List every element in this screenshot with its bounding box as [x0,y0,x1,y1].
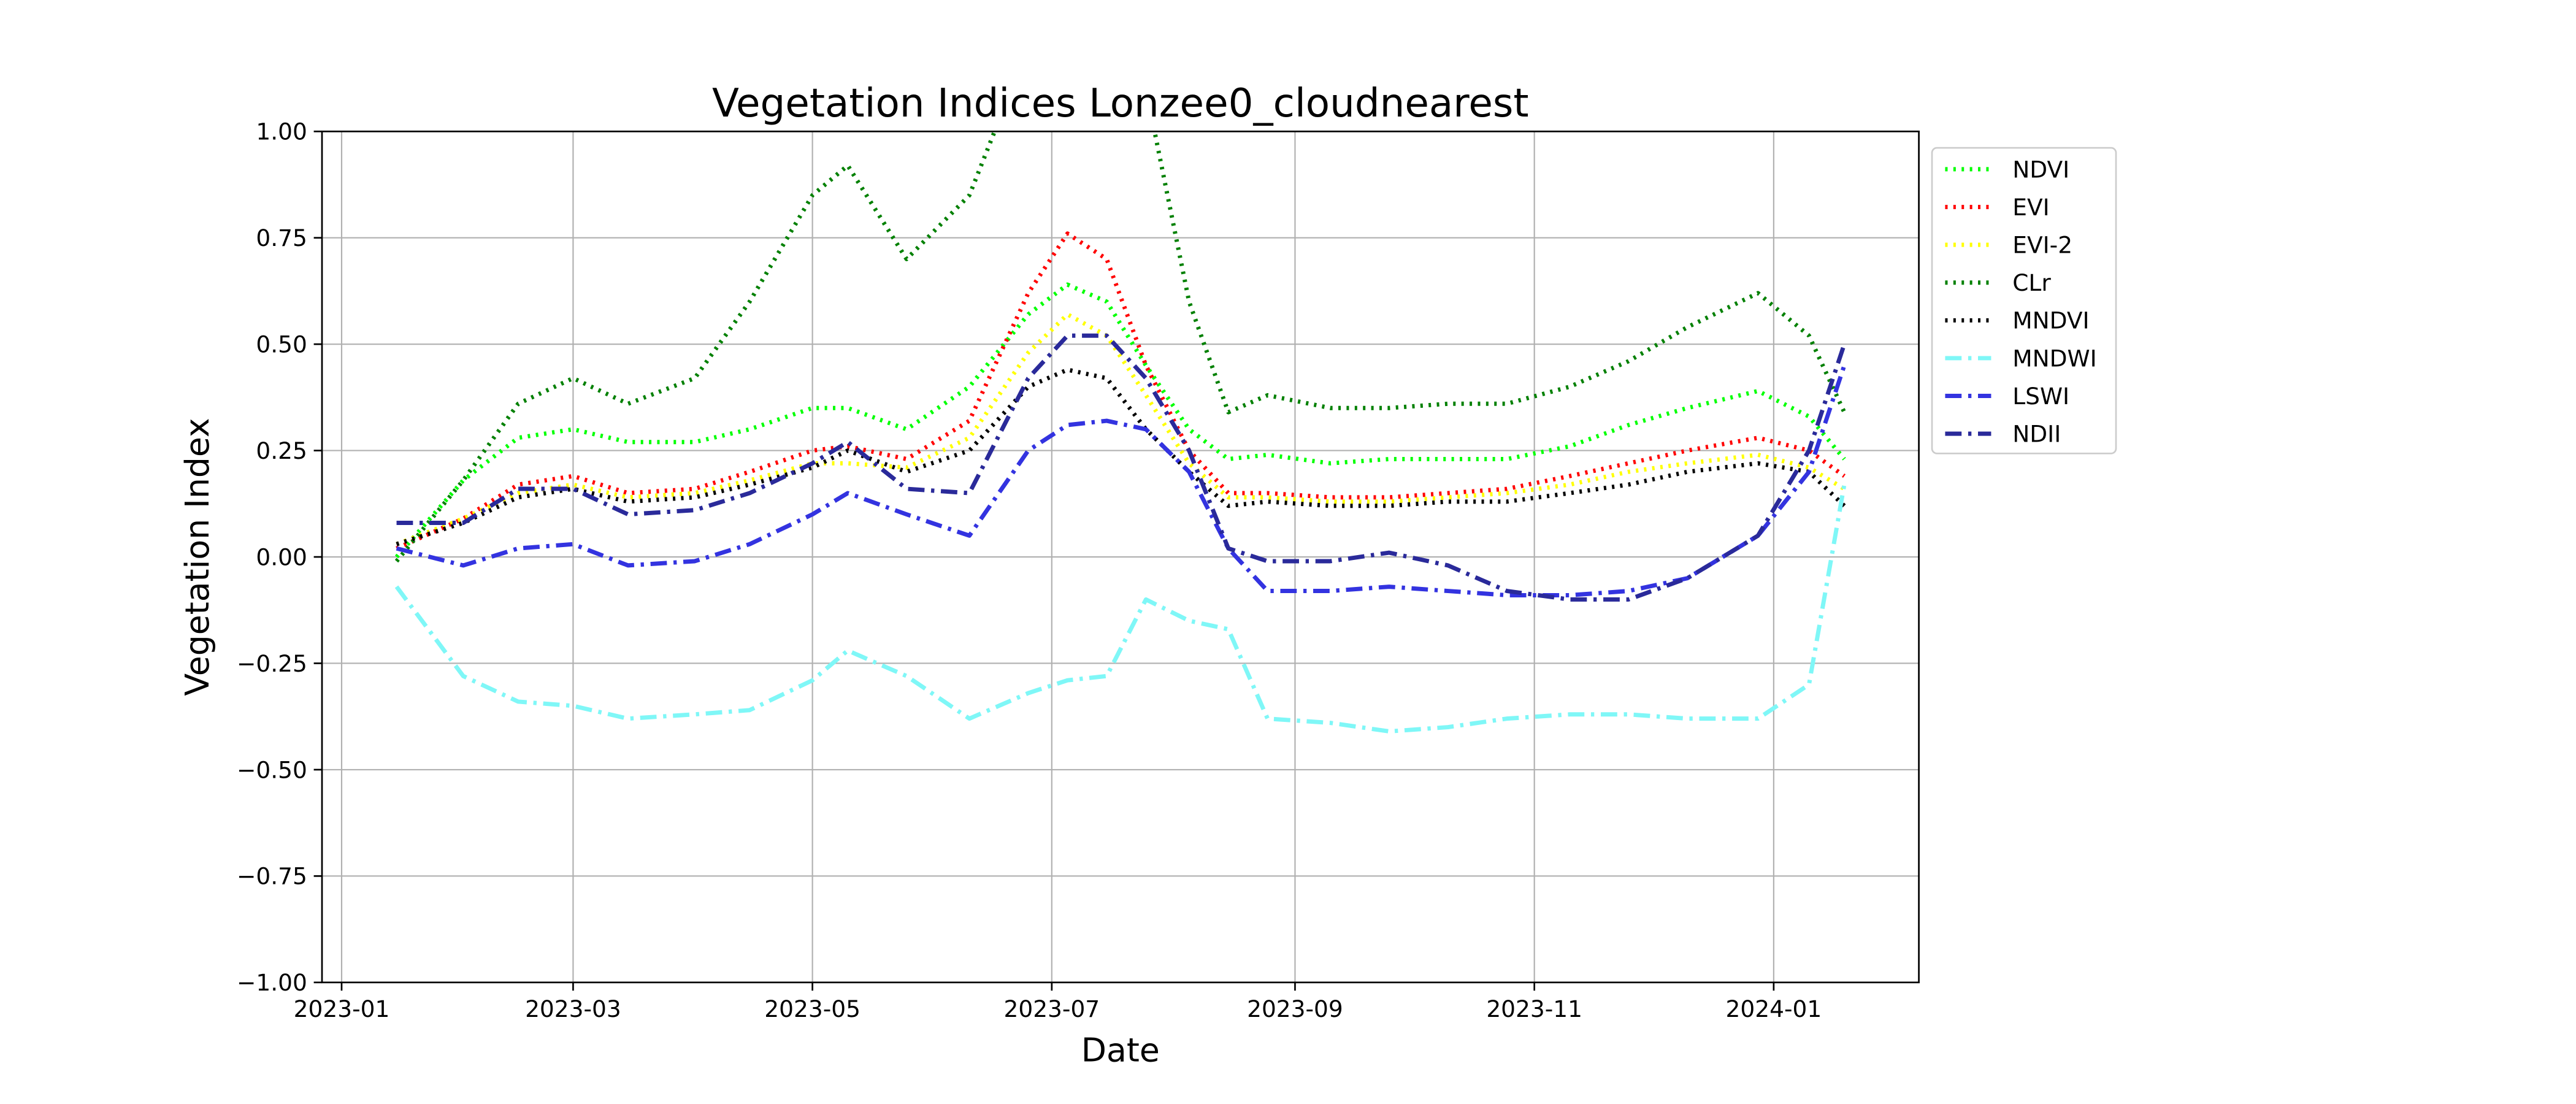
y-tick-label: 0.50 [256,331,307,358]
legend-label: NDII [2012,421,2061,448]
legend-label: EVI [2012,194,2049,221]
x-tick-label: 2023-03 [525,995,621,1022]
x-tick-label: 2024-01 [1726,995,1822,1022]
axes: −1.00 −0.75 −0.50 −0.25 0.00 0.25 0.50 0.75 1.00… [237,118,1822,1022]
legend-label: MNDVI [2012,307,2089,334]
x-tick-label: 2023-01 [294,995,390,1022]
y-tick-label: −0.25 [237,650,307,677]
x-tick-label: 2023-07 [1003,995,1100,1022]
y-tick-label: −0.50 [237,756,307,783]
legend-box [1931,147,2117,454]
x-tick-label: 2023-05 [764,995,861,1022]
y-tick-label: −1.00 [237,969,307,996]
y-tick-label: 0.75 [256,224,307,251]
x-tick-label: 2023-09 [1247,995,1343,1022]
y-tick-label: −0.75 [237,863,307,890]
x-axis-label: Date [1081,1030,1160,1069]
legend-label: EVI-2 [2012,232,2072,259]
y-tick-label: 0.25 [256,437,307,464]
y-tick-label: 1.00 [256,118,307,145]
legend-label: LSWI [2012,383,2069,410]
grid [322,131,1919,983]
plot-lines [394,131,1847,734]
legend-label: MNDWI [2012,345,2096,372]
legend-label: NDVI [2012,156,2069,183]
legend: NDVI EVI EVI-2 CLr MNDVI MNDWI LSWI NDII [1931,147,2117,454]
chart-title: Vegetation Indices Lonzee0_cloudnearest [712,80,1529,126]
x-tick-label: 2023-11 [1486,995,1582,1022]
series-line [396,364,1847,597]
y-axis-label: Vegetation Index [178,418,217,696]
legend-label: CLr [2012,269,2051,296]
y-tick-label: 0.00 [256,543,307,570]
